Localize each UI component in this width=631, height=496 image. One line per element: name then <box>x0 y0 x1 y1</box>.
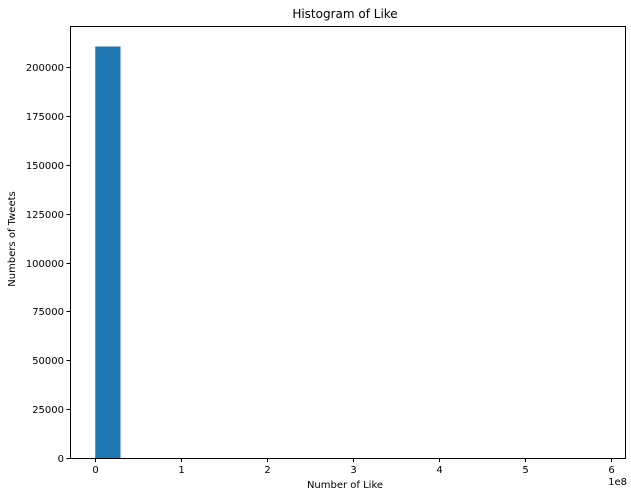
chart-title: Histogram of Like <box>292 7 397 21</box>
y-tick-label: 100000 <box>26 259 64 270</box>
y-tick-label: 0 <box>58 454 64 465</box>
y-tick-label: 25000 <box>32 405 64 416</box>
y-tick-label: 150000 <box>26 161 64 172</box>
bars-layer <box>95 46 121 459</box>
y-tick-label: 75000 <box>32 307 64 318</box>
plot-frame <box>70 26 626 459</box>
x-tick-label: 1 <box>178 465 184 476</box>
y-tick-label: 200000 <box>26 63 64 74</box>
y-tick-label: 125000 <box>26 210 64 221</box>
x-tick-label: 0 <box>92 465 98 476</box>
x-tick-label: 2 <box>264 465 270 476</box>
x-tick-label: 4 <box>436 465 442 476</box>
x-tick-label: 6 <box>608 465 614 476</box>
x-axis-offset-label: 1e8 <box>608 477 627 488</box>
ticks-layer: 0 1 2 3 4 5 6 0 25000 50000 75000 100000 125000 15000… <box>26 63 615 476</box>
x-tick-label: 3 <box>350 465 356 476</box>
x-axis-title: Number of Like <box>307 480 383 491</box>
axes-layer <box>70 26 626 459</box>
y-tick-label: 50000 <box>32 356 64 367</box>
y-tick-label: 175000 <box>26 112 64 123</box>
x-tick-label: 5 <box>522 465 528 476</box>
y-axis-title: Numbers of Tweets <box>7 191 18 286</box>
histogram-bar <box>95 46 121 459</box>
